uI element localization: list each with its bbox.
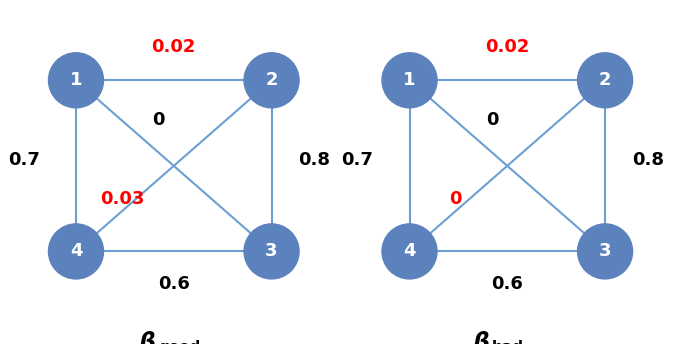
Text: 4: 4	[69, 243, 82, 260]
Circle shape	[244, 224, 299, 279]
Circle shape	[244, 53, 299, 108]
Text: 0.6: 0.6	[158, 275, 189, 292]
Text: 2: 2	[266, 71, 278, 89]
Circle shape	[49, 224, 104, 279]
Text: bad: bad	[492, 340, 524, 344]
Text: 0.02: 0.02	[485, 38, 530, 56]
Text: 4: 4	[403, 243, 416, 260]
Text: 3: 3	[599, 243, 611, 260]
Text: 0: 0	[486, 111, 498, 129]
Text: 0: 0	[152, 111, 164, 129]
Text: 2: 2	[599, 71, 611, 89]
Text: 1: 1	[69, 71, 82, 89]
Circle shape	[578, 224, 633, 279]
Text: 0.8: 0.8	[299, 151, 330, 169]
Text: 0.7: 0.7	[8, 151, 40, 169]
Circle shape	[382, 53, 437, 108]
Text: β: β	[139, 331, 156, 344]
Text: 0.6: 0.6	[491, 275, 523, 292]
Text: good: good	[158, 340, 201, 344]
Text: 0.02: 0.02	[152, 38, 196, 56]
Text: 3: 3	[266, 243, 278, 260]
Text: 0: 0	[449, 191, 462, 208]
Circle shape	[578, 53, 633, 108]
Text: 0.8: 0.8	[632, 151, 664, 169]
Circle shape	[49, 53, 104, 108]
Circle shape	[382, 224, 437, 279]
Text: 0.03: 0.03	[100, 191, 144, 208]
Text: 0.7: 0.7	[342, 151, 373, 169]
Text: 1: 1	[403, 71, 416, 89]
Text: β: β	[472, 331, 489, 344]
